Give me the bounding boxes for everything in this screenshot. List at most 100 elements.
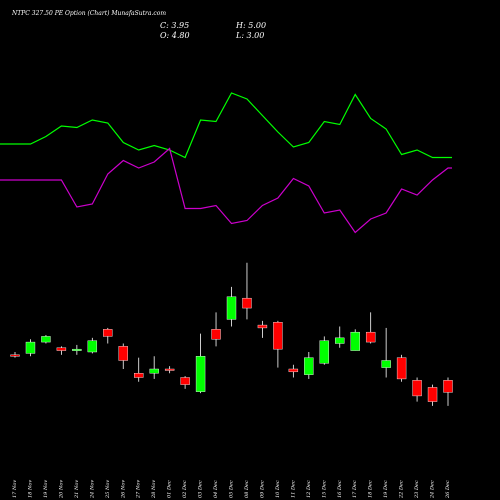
candle bbox=[335, 326, 345, 348]
x-tick-label: 03 Dec bbox=[198, 480, 204, 498]
candle-body bbox=[304, 357, 314, 375]
x-tick-label: 26 Nov bbox=[120, 480, 126, 499]
x-tick-label: 26 Dec bbox=[445, 480, 451, 499]
x-tick-label: 27 Nov bbox=[136, 480, 142, 499]
candle bbox=[56, 346, 67, 355]
x-tick-label: 23 Dec bbox=[414, 480, 420, 499]
x-tick-label: 10 Dec bbox=[275, 480, 281, 498]
candle-body bbox=[195, 356, 206, 392]
candle bbox=[134, 357, 144, 382]
candle bbox=[226, 286, 237, 327]
x-tick-label: 19 Nov bbox=[43, 480, 49, 498]
candle-body bbox=[443, 380, 453, 393]
x-tick-label: 18 Nov bbox=[27, 480, 33, 498]
candle-body bbox=[350, 331, 360, 351]
candle-body bbox=[164, 368, 175, 371]
candle-body bbox=[72, 348, 82, 351]
candle bbox=[443, 377, 453, 406]
x-tick-label: 05 Dec bbox=[229, 480, 235, 498]
candle-body bbox=[25, 341, 36, 354]
candle bbox=[25, 339, 36, 357]
x-tick-label: 16 Dec bbox=[337, 480, 343, 498]
candle-body bbox=[211, 329, 221, 340]
x-tick-label: 28 Nov bbox=[151, 480, 157, 499]
candle-body bbox=[56, 347, 67, 351]
x-tick-label: 17 Nov bbox=[12, 480, 18, 498]
candle-body bbox=[335, 337, 345, 344]
x-tick-label: 24 Dec bbox=[430, 480, 436, 499]
candle-body bbox=[319, 340, 329, 364]
x-axis-labels: 17 Nov 18 Nov 19 Nov 20 Nov 21 Nov 24 Nov 25 N… bbox=[12, 480, 451, 499]
candle-body bbox=[149, 368, 159, 374]
candle-body bbox=[118, 346, 128, 361]
candle-body bbox=[87, 340, 98, 353]
candle bbox=[381, 327, 391, 378]
candle bbox=[41, 335, 51, 344]
x-tick-label: 20 Nov bbox=[58, 480, 64, 499]
candle-body bbox=[381, 360, 391, 368]
close-value: C: 3.95 bbox=[160, 21, 189, 30]
x-tick-label: 11 Dec bbox=[290, 480, 296, 498]
x-tick-label: 19 Dec bbox=[383, 480, 389, 498]
x-tick-label: 17 Dec bbox=[352, 480, 358, 498]
x-tick-label: 18 Dec bbox=[368, 480, 374, 498]
candle-body bbox=[427, 387, 438, 402]
candle-body bbox=[257, 324, 268, 329]
candlesticks bbox=[10, 262, 453, 406]
candle-body bbox=[412, 380, 422, 397]
candle bbox=[211, 312, 221, 347]
low-value: L: 3.00 bbox=[235, 31, 264, 40]
candle bbox=[195, 333, 206, 394]
candle bbox=[288, 364, 299, 378]
candle bbox=[164, 366, 175, 374]
x-tick-label: 02 Dec bbox=[182, 480, 188, 498]
lower-indicator-line bbox=[0, 147, 452, 234]
high-value: H: 5.00 bbox=[235, 21, 266, 30]
candle-body bbox=[288, 368, 299, 373]
x-tick-label: 01 Dec bbox=[167, 480, 173, 498]
x-tick-label: 24 Nov bbox=[89, 480, 95, 499]
upper-indicator-line bbox=[0, 92, 452, 159]
candle bbox=[118, 343, 128, 369]
candle-body bbox=[273, 322, 283, 350]
candle bbox=[87, 337, 98, 354]
x-tick-label: 04 Dec bbox=[213, 480, 219, 498]
x-tick-label: 15 Dec bbox=[321, 480, 327, 498]
x-tick-label: 25 Nov bbox=[105, 480, 111, 499]
x-tick-label: 21 Nov bbox=[74, 480, 80, 499]
x-tick-label: 08 Dec bbox=[244, 480, 250, 498]
candle-body bbox=[10, 354, 20, 357]
candle-body bbox=[396, 357, 407, 380]
candle bbox=[396, 354, 407, 382]
x-tick-label: 12 Dec bbox=[306, 480, 312, 498]
chart-title: NTPC 327.50 PE Option (Chart) MunafaSutr… bbox=[11, 10, 166, 17]
indicator-lines bbox=[0, 92, 452, 234]
x-tick-label: 09 Dec bbox=[259, 480, 265, 498]
x-tick-label: 22 Dec bbox=[399, 480, 405, 499]
candle bbox=[350, 329, 360, 351]
candle-body bbox=[226, 296, 237, 320]
candle-body bbox=[103, 329, 113, 337]
candle bbox=[257, 320, 268, 338]
candle-body bbox=[242, 297, 252, 309]
candle-body bbox=[365, 331, 376, 343]
candle bbox=[103, 327, 113, 344]
candle bbox=[149, 356, 159, 379]
candle bbox=[365, 312, 376, 344]
candle bbox=[180, 376, 190, 389]
candle bbox=[273, 320, 283, 368]
candle bbox=[10, 352, 20, 358]
candle-body bbox=[134, 373, 144, 378]
candle bbox=[242, 262, 252, 320]
candle bbox=[72, 344, 82, 355]
candle bbox=[412, 377, 422, 402]
candle-body bbox=[41, 336, 51, 343]
candle bbox=[304, 352, 314, 379]
candle-body bbox=[180, 377, 190, 385]
open-value: O: 4.80 bbox=[160, 31, 190, 40]
candle bbox=[319, 336, 329, 365]
candle bbox=[427, 384, 438, 406]
